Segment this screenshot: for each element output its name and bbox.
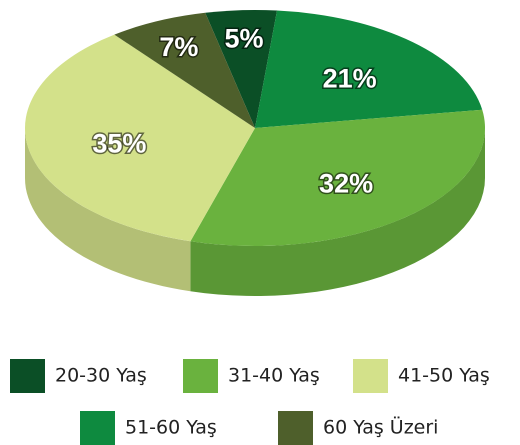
legend-label: 51-60 Yaş <box>125 417 217 439</box>
legend-swatch <box>278 411 313 445</box>
data-label: 32% <box>319 168 373 198</box>
data-label: 21% <box>323 64 377 94</box>
data-label: 5% <box>225 23 264 53</box>
pie-side <box>190 128 485 296</box>
pie-slice <box>114 12 255 128</box>
data-label: 35% <box>92 128 146 158</box>
legend-label: 41-50 Yaş <box>398 365 490 387</box>
legend-label: 20-30 Yaş <box>55 365 147 387</box>
pie-slice <box>205 10 278 129</box>
legend-swatch <box>183 359 218 393</box>
pie-side <box>25 128 191 292</box>
legend-swatch <box>353 359 388 393</box>
pie-slice <box>25 34 255 242</box>
legend-label: 60 Yaş Üzeri <box>323 416 438 439</box>
legend-label: 31-40 Yaş <box>228 365 320 387</box>
legend-swatch <box>80 411 115 445</box>
pie-slice <box>190 109 485 246</box>
pie-slice <box>255 10 483 128</box>
legend-swatch <box>10 359 45 393</box>
data-label: 7% <box>159 32 198 62</box>
